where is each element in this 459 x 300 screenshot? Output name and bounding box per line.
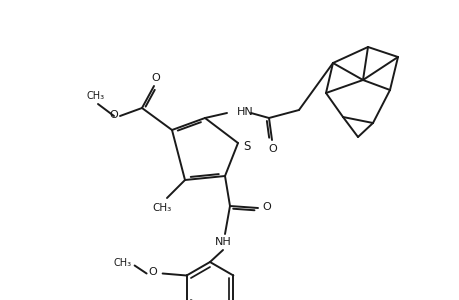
Text: O: O [268, 144, 277, 154]
Text: O: O [262, 202, 271, 212]
Text: S: S [243, 140, 250, 152]
Text: CH₃: CH₃ [113, 259, 131, 269]
Text: HN: HN [236, 107, 253, 117]
Text: O: O [148, 268, 157, 278]
Text: O: O [151, 73, 160, 83]
Text: NH: NH [214, 237, 231, 247]
Text: O: O [109, 110, 118, 120]
Text: CH₃: CH₃ [152, 203, 171, 213]
Text: CH₃: CH₃ [87, 91, 105, 101]
